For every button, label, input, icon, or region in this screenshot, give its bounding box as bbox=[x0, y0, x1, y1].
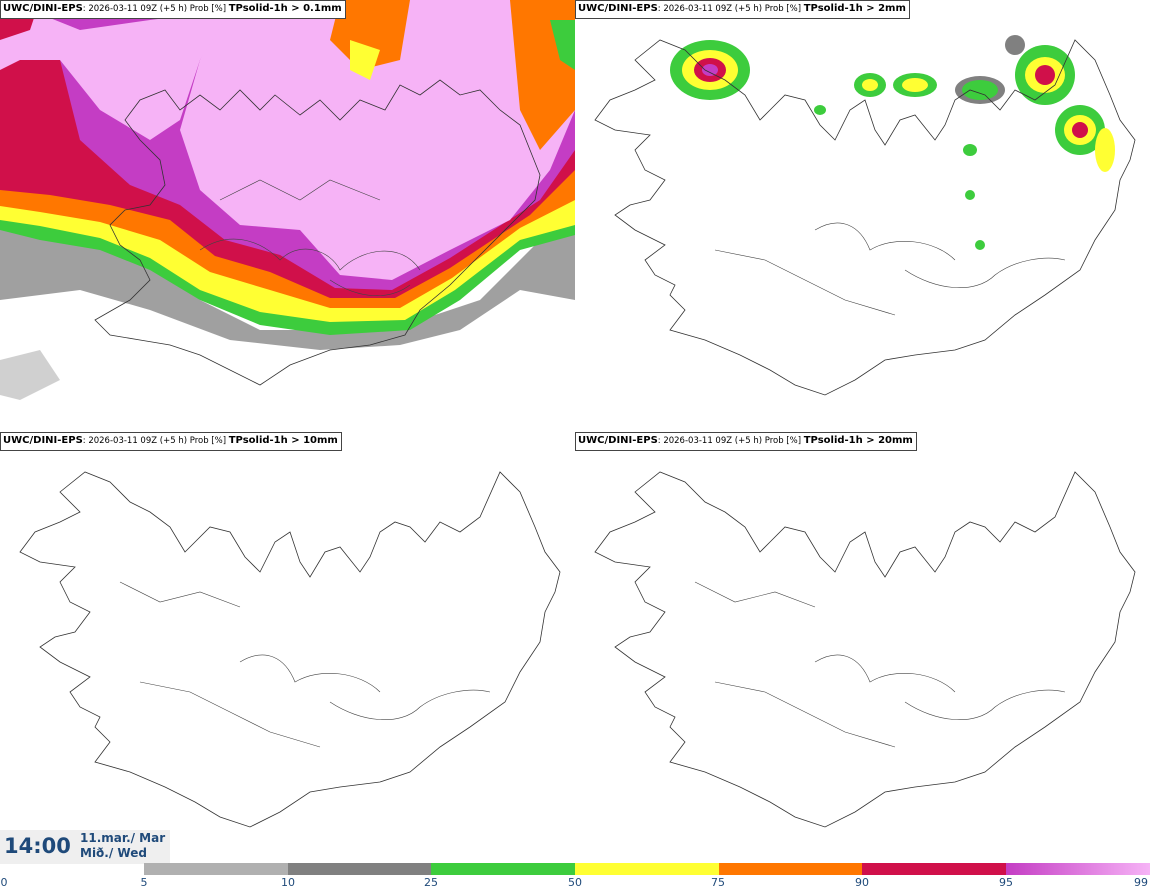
model-name: UWC/DINI-EPS bbox=[3, 3, 83, 14]
map-panel-0.1mm: UWC/DINI-EPS: 2026-03-11 09Z (+5 h) Prob… bbox=[0, 0, 575, 432]
parameter-label: TPsolid-1h > 2mm bbox=[803, 3, 906, 14]
valid-time-box: 14:00 11.mar./ Mar Mið./ Wed bbox=[0, 830, 170, 864]
colorbar-tick: 50 bbox=[568, 876, 582, 889]
run-meta: : 2026-03-11 09Z (+5 h) Prob [%] bbox=[82, 4, 229, 14]
panel-title: UWC/DINI-EPS: 2026-03-11 09Z (+5 h) Prob… bbox=[575, 0, 910, 19]
panel-title: UWC/DINI-EPS: 2026-03-11 09Z (+5 h) Prob… bbox=[0, 0, 346, 19]
model-name: UWC/DINI-EPS bbox=[578, 435, 658, 446]
probability-colorbar bbox=[144, 863, 1150, 875]
run-meta: : 2026-03-11 09Z (+5 h) Prob [%] bbox=[657, 436, 804, 446]
precip-map-10mm bbox=[0, 432, 575, 864]
map-panel-20mm: UWC/DINI-EPS: 2026-03-11 09Z (+5 h) Prob… bbox=[575, 432, 1150, 864]
colorbar-tick: 0 bbox=[0, 876, 8, 889]
colorbar-tick: 90 bbox=[855, 876, 869, 889]
precip-map-20mm bbox=[575, 432, 1150, 864]
panel-title: UWC/DINI-EPS: 2026-03-11 09Z (+5 h) Prob… bbox=[575, 432, 917, 451]
colorbar-segment-5-10 bbox=[144, 863, 288, 875]
colorbar-tick: 10 bbox=[281, 876, 295, 889]
precip-map-2mm bbox=[575, 0, 1150, 432]
colorbar-segment-25-50 bbox=[431, 863, 575, 875]
model-name: UWC/DINI-EPS bbox=[3, 435, 83, 446]
run-meta: : 2026-03-11 09Z (+5 h) Prob [%] bbox=[82, 436, 229, 446]
precip-map-0.1mm bbox=[0, 0, 575, 432]
map-panel-10mm: UWC/DINI-EPS: 2026-03-11 09Z (+5 h) Prob… bbox=[0, 432, 575, 864]
valid-date-line1: 11.mar./ Mar bbox=[80, 831, 166, 845]
colorbar-tick: 75 bbox=[711, 876, 725, 889]
valid-time-clock: 14:00 bbox=[4, 834, 71, 858]
colorbar-tick: 5 bbox=[140, 876, 148, 889]
parameter-label: TPsolid-1h > 0.1mm bbox=[228, 3, 342, 14]
colorbar-segment-10-25 bbox=[288, 863, 431, 875]
colorbar-tick: 95 bbox=[999, 876, 1013, 889]
map-panel-2mm: UWC/DINI-EPS: 2026-03-11 09Z (+5 h) Prob… bbox=[575, 0, 1150, 432]
colorbar-tick: 99 bbox=[1134, 876, 1148, 889]
run-meta: : 2026-03-11 09Z (+5 h) Prob [%] bbox=[657, 4, 804, 14]
colorbar-tick: 25 bbox=[424, 876, 438, 889]
valid-date-line2: Mið./ Wed bbox=[80, 846, 147, 860]
colorbar-segment-50-75 bbox=[575, 863, 719, 875]
panel-title: UWC/DINI-EPS: 2026-03-11 09Z (+5 h) Prob… bbox=[0, 432, 342, 451]
parameter-label: TPsolid-1h > 10mm bbox=[228, 435, 338, 446]
model-name: UWC/DINI-EPS bbox=[578, 3, 658, 14]
colorbar-segment-95-99 bbox=[1006, 863, 1150, 875]
colorbar-segment-90-95 bbox=[862, 863, 1006, 875]
parameter-label: TPsolid-1h > 20mm bbox=[803, 435, 913, 446]
colorbar-segment-75-90 bbox=[719, 863, 862, 875]
